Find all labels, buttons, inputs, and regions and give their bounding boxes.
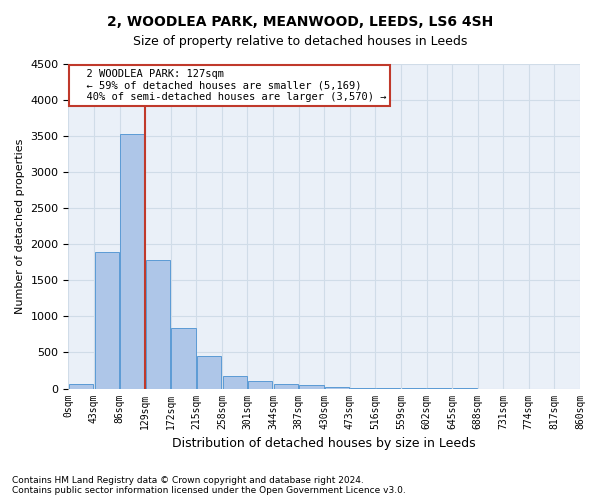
Text: Contains HM Land Registry data © Crown copyright and database right 2024.: Contains HM Land Registry data © Crown c… — [12, 476, 364, 485]
Bar — [69, 384, 94, 388]
Bar — [325, 387, 349, 388]
Text: Contains public sector information licensed under the Open Government Licence v3: Contains public sector information licen… — [12, 486, 406, 495]
Text: Size of property relative to detached houses in Leeds: Size of property relative to detached ho… — [133, 35, 467, 48]
Bar — [146, 260, 170, 388]
Bar — [120, 134, 145, 388]
Y-axis label: Number of detached properties: Number of detached properties — [15, 138, 25, 314]
Bar — [95, 252, 119, 388]
Bar — [223, 376, 247, 388]
Bar — [197, 356, 221, 388]
Text: 2 WOODLEA PARK: 127sqm
  ← 59% of detached houses are smaller (5,169)
  40% of s: 2 WOODLEA PARK: 127sqm ← 59% of detached… — [74, 69, 386, 102]
Bar — [274, 384, 298, 388]
Text: 2, WOODLEA PARK, MEANWOOD, LEEDS, LS6 4SH: 2, WOODLEA PARK, MEANWOOD, LEEDS, LS6 4S… — [107, 15, 493, 29]
Bar — [299, 386, 323, 388]
Bar — [172, 328, 196, 388]
X-axis label: Distribution of detached houses by size in Leeds: Distribution of detached houses by size … — [172, 437, 476, 450]
Bar — [248, 381, 272, 388]
